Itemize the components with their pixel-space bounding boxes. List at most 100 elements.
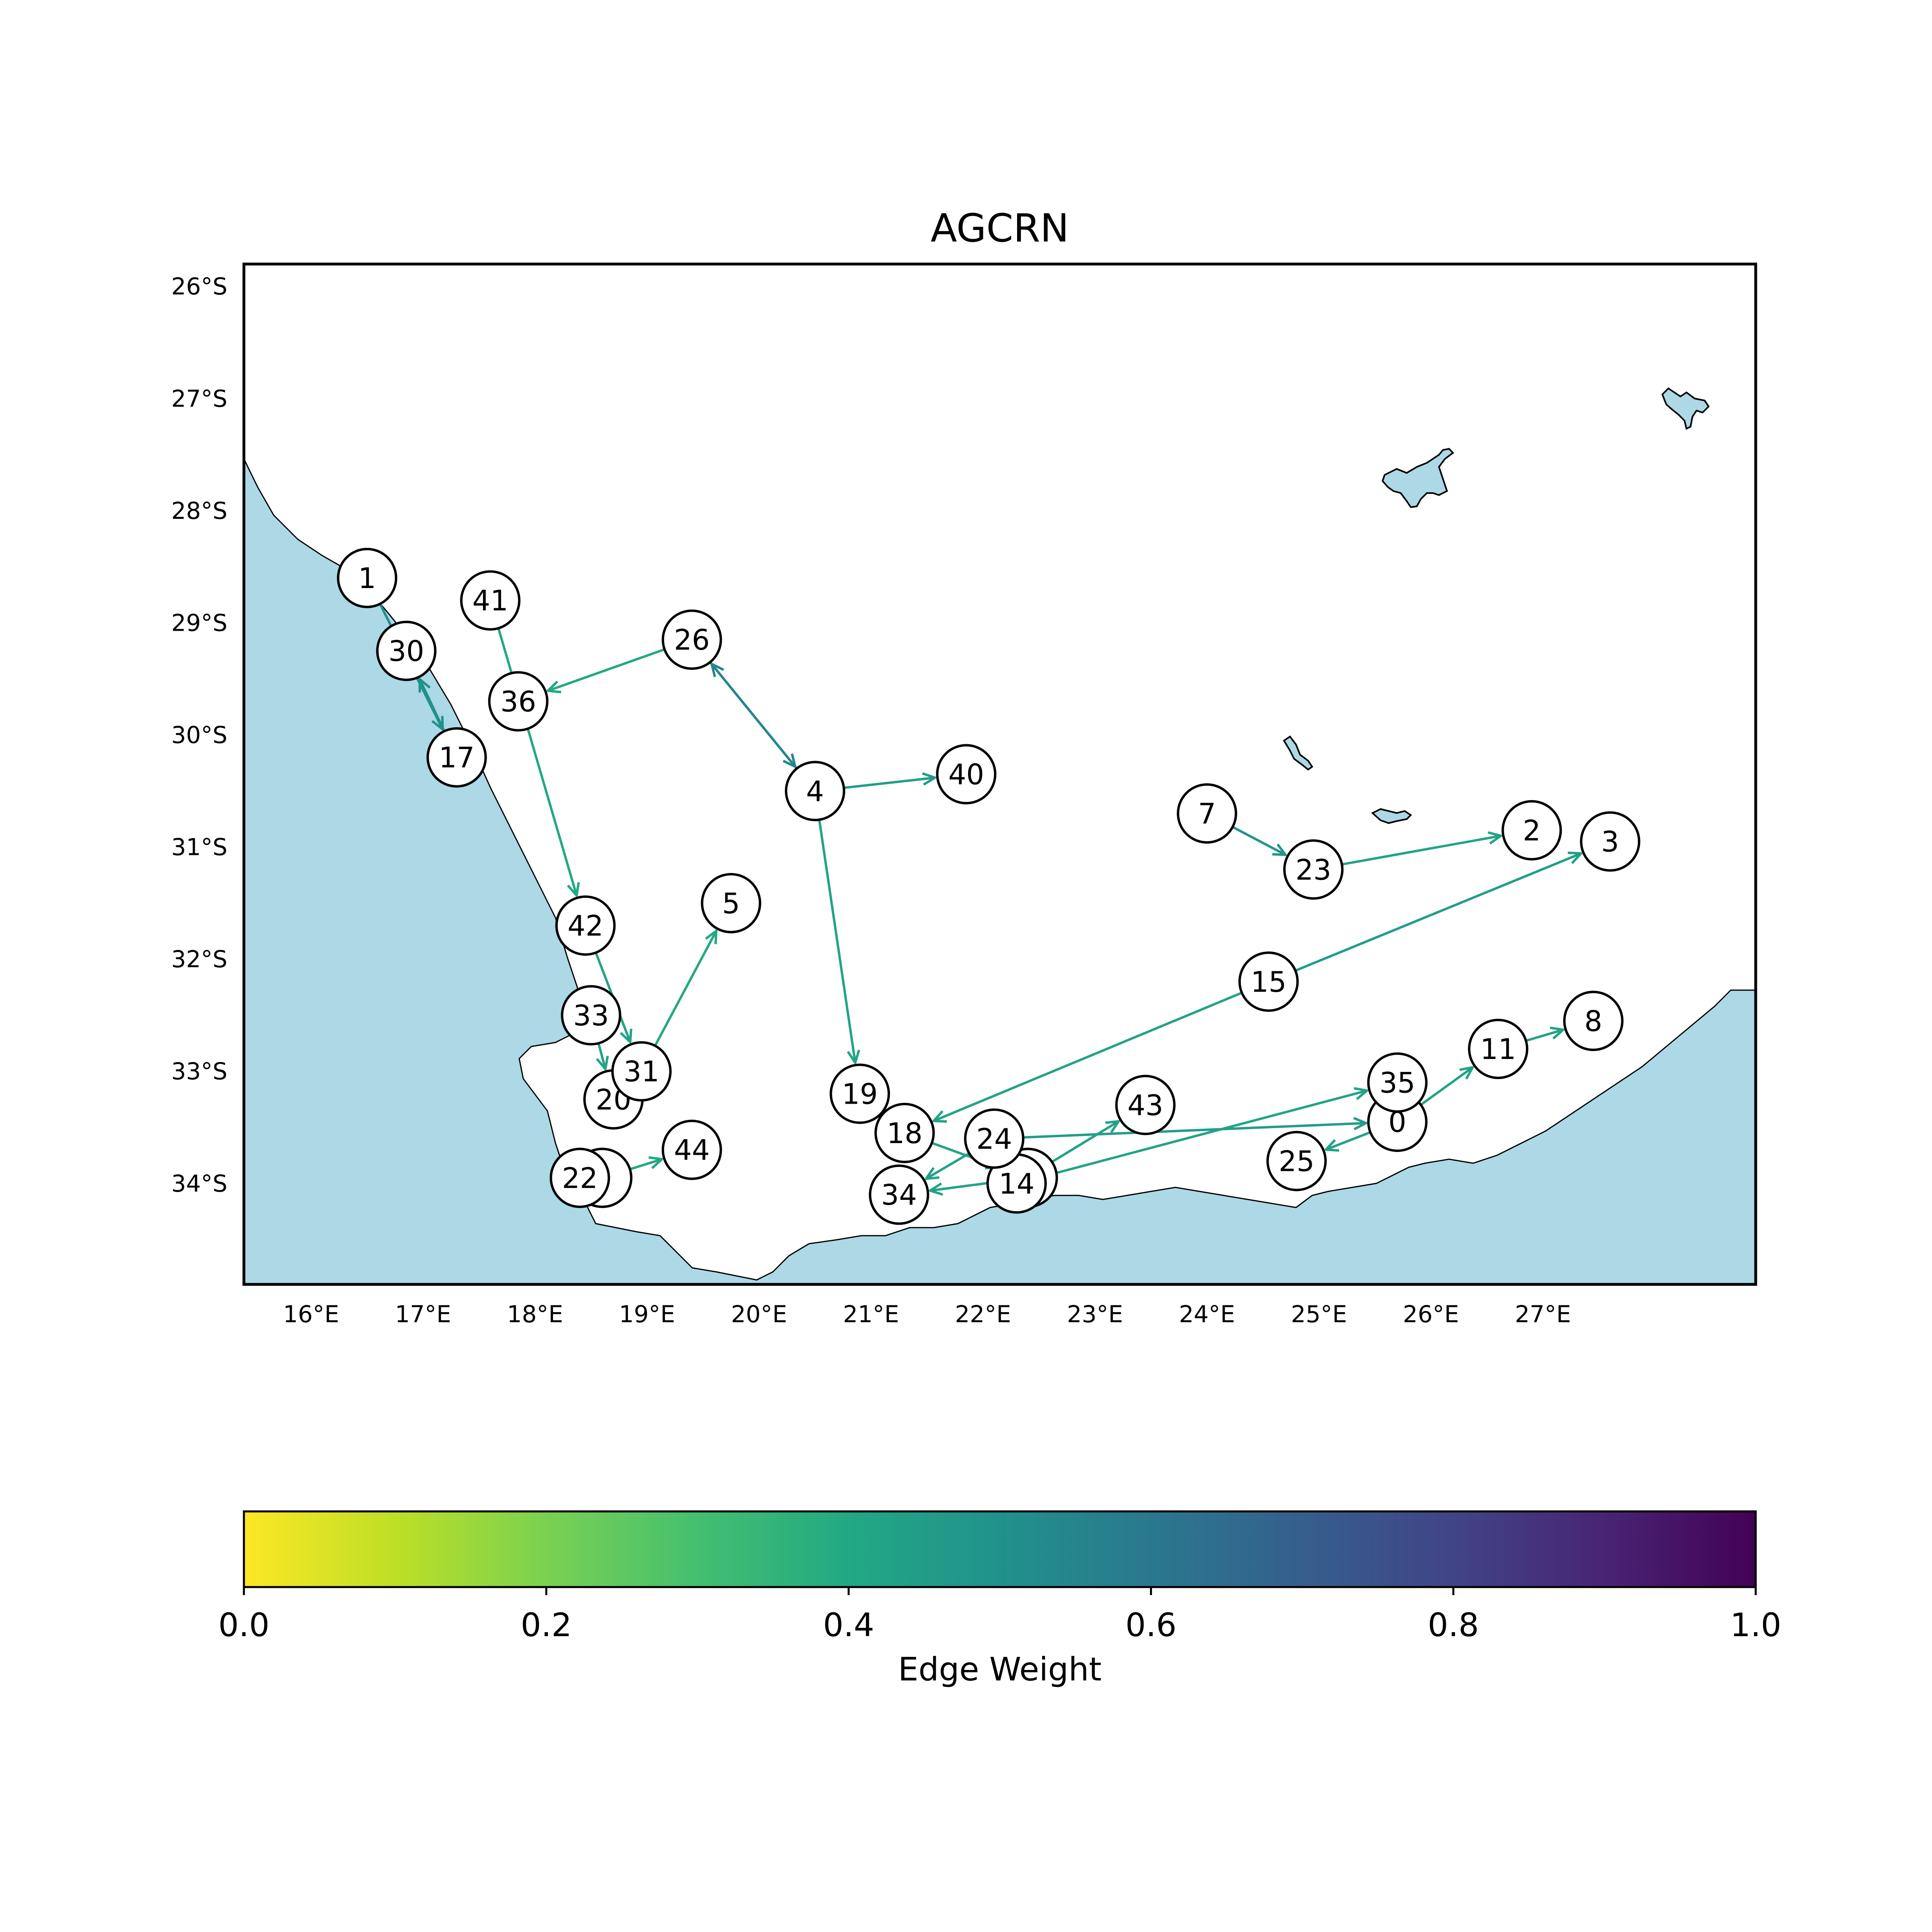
lake-4 xyxy=(1371,808,1412,824)
station-node-4: 4 xyxy=(784,761,845,822)
edge-24-34 xyxy=(925,1152,970,1180)
lake-2 xyxy=(1661,387,1710,430)
lon-tick-label: 21°E xyxy=(843,1300,899,1328)
station-node-40: 40 xyxy=(936,744,997,805)
lat-tick-label: 28°S xyxy=(171,497,227,524)
colorbar: 0.0 0.2 0.4 0.6 0.8 1.0 Edge Weight xyxy=(218,1510,1781,1688)
lon-tick-label: 26°E xyxy=(1403,1300,1459,1328)
lon-tick-label: 22°E xyxy=(955,1300,1011,1328)
station-label: 3 xyxy=(1601,826,1619,859)
station-node-25: 25 xyxy=(1266,1131,1327,1191)
lat-tick-label: 32°S xyxy=(171,945,227,973)
edge-24-0 xyxy=(1023,1117,1367,1139)
lat-tick-label: 34°S xyxy=(171,1170,227,1197)
station-marker xyxy=(549,1148,610,1208)
station-marker xyxy=(376,621,437,681)
lon-tick-label: 27°E xyxy=(1515,1300,1571,1328)
lake-1 xyxy=(1381,448,1455,508)
edge-14-43 xyxy=(1040,1120,1120,1170)
station-node-1: 1 xyxy=(337,548,398,608)
edge-26-36 xyxy=(547,648,665,694)
nodes-layer: 0123456781112141517181920222324252630313… xyxy=(337,548,1641,1225)
edge-4-19 xyxy=(818,819,861,1064)
edge-33-20 xyxy=(596,1043,609,1070)
edge-23-2 xyxy=(1342,831,1502,866)
station-label: 31 xyxy=(623,1055,659,1088)
colorbar-tick-label: 0.2 xyxy=(521,1606,572,1644)
station-marker xyxy=(426,727,487,788)
station-label: 44 xyxy=(674,1134,710,1167)
station-label: 5 xyxy=(722,887,740,920)
station-label: 35 xyxy=(1379,1067,1415,1100)
station-node-30: 30 xyxy=(376,621,437,681)
station-label: 40 xyxy=(948,758,984,791)
station-node-31: 31 xyxy=(611,1041,672,1102)
station-marker xyxy=(661,609,722,670)
edge-4-40 xyxy=(844,772,937,789)
station-label: 23 xyxy=(1295,853,1331,886)
station-marker xyxy=(869,1164,929,1225)
station-marker xyxy=(1563,991,1624,1051)
station-node-36: 36 xyxy=(488,671,549,732)
station-marker xyxy=(337,548,398,608)
station-node-8: 8 xyxy=(1563,991,1624,1051)
lon-tick-label: 18°E xyxy=(507,1300,563,1328)
station-marker xyxy=(1501,800,1562,861)
station-node-43: 43 xyxy=(1115,1075,1176,1135)
lon-tick-label: 19°E xyxy=(619,1300,675,1328)
colorbar-label: Edge Weight xyxy=(898,1651,1101,1688)
station-node-3: 3 xyxy=(1580,811,1641,872)
station-node-19: 19 xyxy=(830,1063,890,1124)
edge-7-23 xyxy=(1232,826,1287,856)
edge-0-25 xyxy=(1324,1131,1371,1152)
station-node-15: 15 xyxy=(1238,951,1299,1012)
colorbar-tick-label: 1.0 xyxy=(1730,1606,1781,1644)
station-marker xyxy=(561,985,621,1046)
edge-17-30 xyxy=(418,678,446,732)
station-node-41: 41 xyxy=(460,570,521,631)
station-node-34: 34 xyxy=(869,1164,929,1225)
station-node-35: 35 xyxy=(1367,1052,1428,1113)
station-label: 19 xyxy=(842,1077,878,1110)
colorbar-tick-label: 0.6 xyxy=(1125,1606,1177,1644)
colorbar-tick-label: 0.4 xyxy=(823,1606,874,1644)
edge-31-5 xyxy=(654,929,718,1046)
lat-tick-label: 27°S xyxy=(171,385,227,412)
edge-0-11 xyxy=(1420,1066,1474,1106)
station-marker xyxy=(555,895,616,956)
station-marker xyxy=(964,1108,1025,1169)
station-marker xyxy=(936,744,997,805)
station-marker xyxy=(1238,951,1299,1012)
longitude-tick-labels: 16°E 17°E 18°E 19°E 20°E 21°E 22°E 23°E 24°E 25°E… xyxy=(283,1300,1571,1328)
station-node-11: 11 xyxy=(1468,1019,1529,1079)
station-node-18: 18 xyxy=(874,1102,935,1163)
station-marker xyxy=(830,1063,890,1124)
edge-11-8 xyxy=(1525,1026,1565,1042)
station-marker xyxy=(874,1102,935,1163)
colorbar-ticks: 0.0 0.2 0.4 0.6 0.8 1.0 xyxy=(218,1587,1781,1644)
land-mass xyxy=(244,264,1756,1281)
station-node-14: 14 xyxy=(986,1153,1047,1214)
station-label: 15 xyxy=(1251,966,1286,999)
station-marker xyxy=(611,1041,672,1102)
lake-3 xyxy=(1283,735,1313,771)
colorbar-tick-label: 0.8 xyxy=(1428,1606,1479,1644)
station-label: 8 xyxy=(1584,1005,1602,1038)
edge-15-3 xyxy=(1295,851,1583,972)
station-label: 4 xyxy=(806,775,824,808)
lon-tick-label: 20°E xyxy=(731,1300,787,1328)
station-node-44: 44 xyxy=(661,1119,722,1180)
edge-14-35 xyxy=(1044,1087,1368,1177)
edge-15-18 xyxy=(932,991,1243,1123)
station-label: 18 xyxy=(887,1117,923,1150)
station-marker xyxy=(1580,811,1641,872)
map-area: 0123456781112141517181920222324252630313… xyxy=(244,264,1756,1284)
station-node-17: 17 xyxy=(426,727,487,788)
lat-tick-label: 31°S xyxy=(171,834,227,861)
station-node-26: 26 xyxy=(661,609,722,670)
station-marker xyxy=(460,570,521,631)
station-marker xyxy=(1367,1052,1428,1113)
station-marker xyxy=(1468,1019,1529,1079)
lon-tick-label: 23°E xyxy=(1067,1300,1123,1328)
